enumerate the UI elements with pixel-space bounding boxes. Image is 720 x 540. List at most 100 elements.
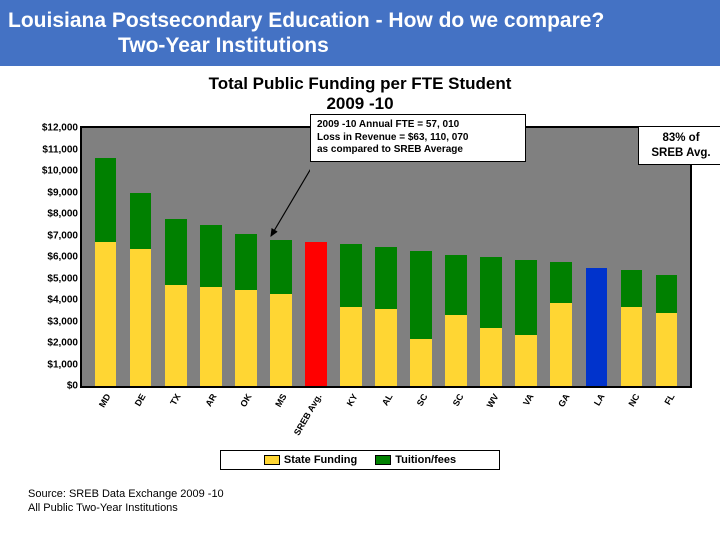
y-tick: $3,000 bbox=[47, 316, 82, 327]
y-tick: $7,000 bbox=[47, 230, 82, 241]
bar-seg-state bbox=[410, 339, 432, 386]
bar-seg-tuition bbox=[550, 262, 572, 303]
bar bbox=[656, 275, 678, 387]
chart-title-l1: Total Public Funding per FTE Student bbox=[209, 74, 512, 93]
bar bbox=[235, 234, 257, 387]
source-note: Source: SREB Data Exchange 2009 -10 All … bbox=[28, 488, 720, 516]
bar-seg-tuition bbox=[305, 242, 327, 296]
x-label: LA bbox=[580, 390, 615, 446]
title-banner: Louisiana Postsecondary Education - How … bbox=[0, 0, 720, 66]
bar-seg-tuition bbox=[515, 260, 537, 335]
bar-seg-tuition bbox=[656, 275, 678, 314]
legend-label-tuition: Tuition/fees bbox=[395, 454, 456, 466]
bar-seg-state bbox=[621, 307, 643, 387]
bar-seg-state bbox=[445, 315, 467, 386]
y-tick: $8,000 bbox=[47, 209, 82, 220]
annotation-box: 2009 -10 Annual FTE = 57, 010 Loss in Re… bbox=[310, 114, 526, 162]
bar-slot bbox=[649, 128, 684, 386]
bar-seg-tuition bbox=[621, 270, 643, 307]
bar-seg-state bbox=[305, 296, 327, 386]
bar-slot bbox=[193, 128, 228, 386]
x-label: TX bbox=[157, 390, 192, 446]
bar-seg-tuition bbox=[235, 234, 257, 290]
bar-seg-tuition bbox=[375, 247, 397, 309]
bar bbox=[200, 225, 222, 386]
bar bbox=[445, 255, 467, 386]
bar bbox=[515, 260, 537, 387]
x-label: SC bbox=[404, 390, 439, 446]
bar bbox=[410, 251, 432, 386]
bar-slot bbox=[404, 128, 439, 386]
x-label: NC bbox=[615, 390, 650, 446]
x-label: MD bbox=[86, 390, 121, 446]
chart-container: $0$1,000$2,000$3,000$4,000$5,000$6,000$7… bbox=[10, 116, 710, 446]
bar-slot bbox=[544, 128, 579, 386]
y-tick: $2,000 bbox=[47, 338, 82, 349]
bar-seg-tuition bbox=[410, 251, 432, 339]
annotation-l1: 2009 -10 Annual FTE = 57, 010 bbox=[317, 119, 519, 132]
y-tick: $11,000 bbox=[42, 144, 82, 155]
legend-item-state: State Funding bbox=[264, 454, 357, 466]
bar-seg-state bbox=[235, 290, 257, 387]
annotation-l3: as compared to SREB Average bbox=[317, 144, 519, 157]
bar-slot bbox=[439, 128, 474, 386]
annotation-l2: Loss in Revenue = $63, 110, 070 bbox=[317, 132, 519, 145]
y-tick: $1,000 bbox=[47, 359, 82, 370]
y-tick: $9,000 bbox=[47, 187, 82, 198]
bar-slot bbox=[88, 128, 123, 386]
bar-seg-tuition bbox=[130, 193, 152, 249]
x-label: VA bbox=[510, 390, 545, 446]
x-label: OK bbox=[227, 390, 262, 446]
x-label: MS bbox=[262, 390, 297, 446]
y-tick: $5,000 bbox=[47, 273, 82, 284]
legend-label-state: State Funding bbox=[284, 454, 357, 466]
x-label: WV bbox=[474, 390, 509, 446]
bar-seg-state bbox=[550, 303, 572, 387]
bar bbox=[270, 240, 292, 386]
bar-seg-tuition bbox=[270, 240, 292, 294]
title-line2: Two-Year Institutions bbox=[8, 34, 329, 57]
bar-slot bbox=[474, 128, 509, 386]
x-label: FL bbox=[651, 390, 686, 446]
bar-seg-state bbox=[165, 285, 187, 386]
bar bbox=[621, 270, 643, 386]
x-label: DE bbox=[121, 390, 156, 446]
bar-seg-state bbox=[270, 294, 292, 386]
bar-seg-state bbox=[480, 328, 502, 386]
bar-seg-tuition bbox=[445, 255, 467, 315]
bar-slot bbox=[614, 128, 649, 386]
bar-slot bbox=[509, 128, 544, 386]
bar-seg-state bbox=[515, 335, 537, 387]
bar-seg-tuition bbox=[165, 219, 187, 286]
badge-l1: 83% of bbox=[645, 131, 717, 145]
chart-title-l2: 2009 -10 bbox=[0, 94, 720, 114]
bar-slot bbox=[369, 128, 404, 386]
bar-slot bbox=[228, 128, 263, 386]
bar-seg-state bbox=[656, 313, 678, 386]
bar-seg-tuition bbox=[480, 257, 502, 328]
percent-badge: 83% of SREB Avg. bbox=[638, 126, 720, 165]
x-label: GA bbox=[545, 390, 580, 446]
bar bbox=[375, 247, 397, 387]
bar-seg-state bbox=[586, 311, 608, 386]
bar-slot bbox=[579, 128, 614, 386]
y-tick: $10,000 bbox=[42, 166, 82, 177]
bar-seg-state bbox=[340, 307, 362, 387]
bar-seg-tuition bbox=[95, 158, 117, 242]
bar bbox=[95, 158, 117, 386]
bar-seg-state bbox=[95, 242, 117, 386]
y-tick: $4,000 bbox=[47, 295, 82, 306]
bar bbox=[480, 257, 502, 386]
bar-seg-tuition bbox=[200, 225, 222, 287]
bar bbox=[586, 268, 608, 386]
source-l1: Source: SREB Data Exchange 2009 -10 bbox=[28, 488, 720, 502]
bar bbox=[130, 193, 152, 387]
bar-slot bbox=[158, 128, 193, 386]
bar-seg-tuition bbox=[586, 268, 608, 311]
bar bbox=[550, 262, 572, 387]
y-tick: $6,000 bbox=[47, 252, 82, 263]
bar-slot bbox=[123, 128, 158, 386]
x-label: SC bbox=[439, 390, 474, 446]
y-tick: $12,000 bbox=[42, 123, 82, 134]
source-l2: All Public Two-Year Institutions bbox=[28, 502, 720, 516]
